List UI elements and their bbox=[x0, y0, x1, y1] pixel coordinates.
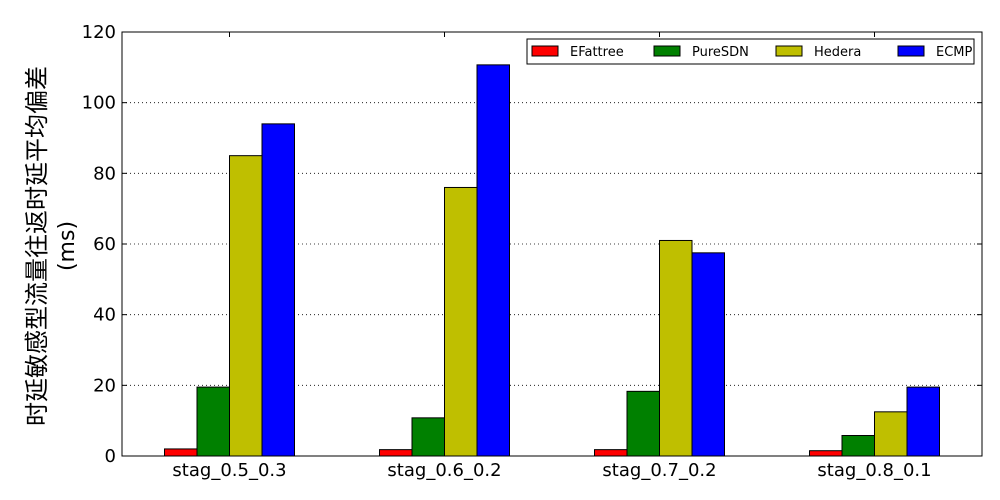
x-tick-label: stag_0.6_0.2 bbox=[387, 460, 501, 481]
legend-label-ecmp: ECMP bbox=[936, 45, 973, 60]
bar-puresdn bbox=[411, 417, 445, 457]
bar-efattree bbox=[594, 449, 628, 457]
y-tick-label: 20 bbox=[93, 375, 116, 396]
y-tick-label: 100 bbox=[82, 93, 116, 114]
bar-hedera bbox=[659, 239, 693, 457]
y-tick-label: 40 bbox=[93, 305, 116, 326]
legend-swatch-hedera bbox=[775, 45, 803, 57]
x-tick-label: stag_0.8_0.1 bbox=[817, 460, 931, 481]
x-tick-label: stag_0.7_0.2 bbox=[602, 460, 716, 481]
y-axis-unit-label: (ms) bbox=[55, 221, 80, 271]
grid-lines bbox=[122, 102, 982, 386]
legend: EFattree PureSDN Hedera ECMP bbox=[526, 38, 975, 65]
bar-puresdn bbox=[626, 390, 660, 457]
bar-ecmp bbox=[476, 64, 510, 457]
y-tick-label: 60 bbox=[93, 234, 116, 255]
legend-label-efattree: EFattree bbox=[570, 45, 624, 60]
x-tick-label: stag_0.5_0.3 bbox=[172, 460, 286, 481]
legend-swatch-puresdn bbox=[653, 45, 681, 57]
bar-efattree bbox=[164, 448, 198, 457]
y-tick-label: 0 bbox=[105, 446, 116, 467]
bars bbox=[164, 64, 940, 457]
y-axis-label-group: 时延敏感型流量往返时延平均偏差 (ms) bbox=[23, 66, 80, 426]
bar-hedera bbox=[874, 411, 908, 457]
axis-ticks: 0 20 40 60 80 100 120 stag_0.5_0.3 stag_0.6_0.2 s… bbox=[82, 22, 982, 481]
legend-swatch-ecmp bbox=[897, 45, 925, 57]
bar-efattree bbox=[379, 449, 413, 457]
y-tick-label: 80 bbox=[93, 163, 116, 184]
bar-ecmp bbox=[261, 123, 295, 457]
legend-label-puresdn: PureSDN bbox=[692, 45, 749, 60]
legend-swatch-efattree bbox=[531, 45, 559, 57]
y-axis-label: 时延敏感型流量往返时延平均偏差 bbox=[23, 66, 51, 426]
bar-ecmp bbox=[906, 386, 940, 457]
legend-label-hedera: Hedera bbox=[814, 45, 861, 60]
bar-hedera bbox=[444, 186, 478, 457]
bar-efattree bbox=[809, 450, 843, 457]
bar-puresdn bbox=[196, 386, 230, 457]
bar-hedera bbox=[229, 155, 263, 457]
bar-puresdn bbox=[841, 435, 875, 457]
y-tick-label: 120 bbox=[82, 22, 116, 43]
bar-ecmp bbox=[691, 252, 725, 457]
